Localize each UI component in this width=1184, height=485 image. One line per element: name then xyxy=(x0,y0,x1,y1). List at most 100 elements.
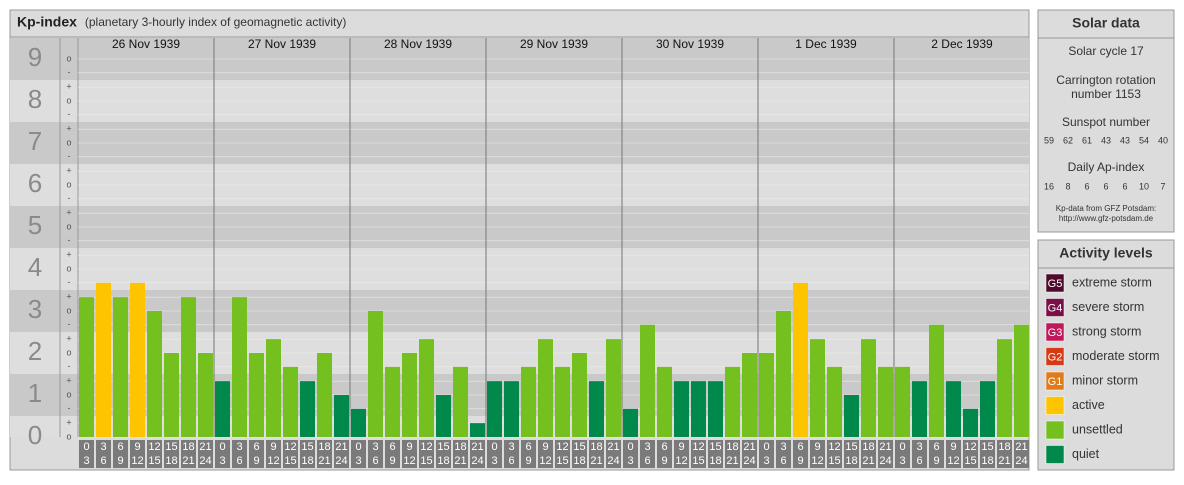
hour-box xyxy=(963,440,978,468)
hour-end: 21 xyxy=(726,455,738,467)
minor-tick-label: - xyxy=(68,277,71,287)
bar xyxy=(946,381,961,437)
hour-start: 21 xyxy=(879,441,891,453)
hour-box xyxy=(300,440,315,468)
hour-start: 0 xyxy=(491,441,497,453)
day-label: 29 Nov 1939 xyxy=(520,37,588,51)
hour-start: 0 xyxy=(219,441,225,453)
minor-tick-label: o xyxy=(66,179,71,189)
minor-tick-label: + xyxy=(66,82,71,92)
ap-value: 10 xyxy=(1139,181,1149,191)
hour-box xyxy=(895,440,910,468)
hour-box xyxy=(657,440,672,468)
hour-end: 9 xyxy=(525,455,531,467)
hour-end: 15 xyxy=(556,455,568,467)
hour-start: 3 xyxy=(780,441,786,453)
bar xyxy=(402,353,417,437)
y-tick-label: 4 xyxy=(28,252,42,282)
carrington: Carrington rotation xyxy=(1056,73,1155,87)
hour-box xyxy=(164,440,179,468)
bar xyxy=(810,339,825,437)
bar xyxy=(368,311,383,437)
hour-end: 18 xyxy=(845,455,857,467)
hour-box xyxy=(283,440,298,468)
bar xyxy=(691,381,706,437)
hour-start: 18 xyxy=(182,441,194,453)
bar xyxy=(419,339,434,437)
y-tick-label: 1 xyxy=(28,378,42,408)
minor-tick-label: + xyxy=(66,124,71,134)
hour-start: 18 xyxy=(998,441,1010,453)
sunspot-value: 54 xyxy=(1139,135,1149,145)
hour-end: 21 xyxy=(454,455,466,467)
hour-end: 12 xyxy=(539,455,551,467)
hour-end: 18 xyxy=(165,455,177,467)
hour-box xyxy=(708,440,723,468)
bar xyxy=(776,311,791,437)
minor-tick-label: o xyxy=(66,53,71,63)
hour-end: 3 xyxy=(763,455,769,467)
bar xyxy=(164,353,179,437)
bar xyxy=(283,366,298,437)
hour-end: 12 xyxy=(131,455,143,467)
hour-end: 21 xyxy=(318,455,330,467)
hour-box xyxy=(861,440,876,468)
bar xyxy=(708,381,723,437)
hour-end: 6 xyxy=(644,455,650,467)
legend-badge: G4 xyxy=(1048,302,1063,314)
legend-swatch xyxy=(1045,347,1065,366)
hour-box xyxy=(79,440,94,468)
bar xyxy=(793,282,808,437)
ap-value: 16 xyxy=(1044,181,1054,191)
bar xyxy=(674,381,689,437)
bar xyxy=(436,395,451,437)
minor-tick-label: - xyxy=(68,319,71,329)
hour-box xyxy=(759,440,774,468)
day-label: 30 Nov 1939 xyxy=(656,37,724,51)
bar xyxy=(79,297,94,437)
hour-start: 3 xyxy=(100,441,106,453)
bar xyxy=(861,339,876,437)
hour-end: 21 xyxy=(998,455,1010,467)
ap-value: 6 xyxy=(1122,181,1127,191)
bar xyxy=(980,381,995,437)
hour-start: 9 xyxy=(134,441,140,453)
hour-start: 9 xyxy=(270,441,276,453)
hour-start: 6 xyxy=(389,441,395,453)
hour-start: 6 xyxy=(253,441,259,453)
legend-label: moderate storm xyxy=(1072,349,1160,363)
hour-start: 15 xyxy=(301,441,313,453)
hour-box xyxy=(572,440,587,468)
hour-box xyxy=(776,440,791,468)
hour-start: 18 xyxy=(454,441,466,453)
hour-box xyxy=(504,440,519,468)
chart-title: Kp-index xyxy=(17,14,77,30)
minor-tick-label: - xyxy=(68,67,71,77)
hour-box xyxy=(878,440,893,468)
minor-tick-label: o xyxy=(66,431,71,441)
hour-box xyxy=(742,440,757,468)
legend-swatch xyxy=(1045,298,1065,317)
hour-box xyxy=(844,440,859,468)
bar xyxy=(912,381,927,437)
hour-start: 18 xyxy=(318,441,330,453)
hour-start: 12 xyxy=(148,441,160,453)
legend-swatch xyxy=(1045,273,1065,293)
hour-box xyxy=(249,440,264,468)
day-label: 26 Nov 1939 xyxy=(112,37,180,51)
hour-start: 21 xyxy=(471,441,483,453)
bar xyxy=(130,282,145,437)
hour-strip-left xyxy=(60,440,77,468)
bar xyxy=(827,366,842,437)
legend-swatch xyxy=(1045,396,1065,415)
minor-tick-label: - xyxy=(68,403,71,413)
hour-end: 12 xyxy=(811,455,823,467)
legend-label: unsettled xyxy=(1072,422,1123,436)
hour-end: 3 xyxy=(899,455,905,467)
hour-end: 24 xyxy=(743,455,755,467)
hour-end: 6 xyxy=(372,455,378,467)
panel-title: Solar data xyxy=(1072,15,1140,31)
hour-start: 21 xyxy=(199,441,211,453)
ap-title: Daily Ap-index xyxy=(1068,160,1145,174)
hour-start: 6 xyxy=(525,441,531,453)
